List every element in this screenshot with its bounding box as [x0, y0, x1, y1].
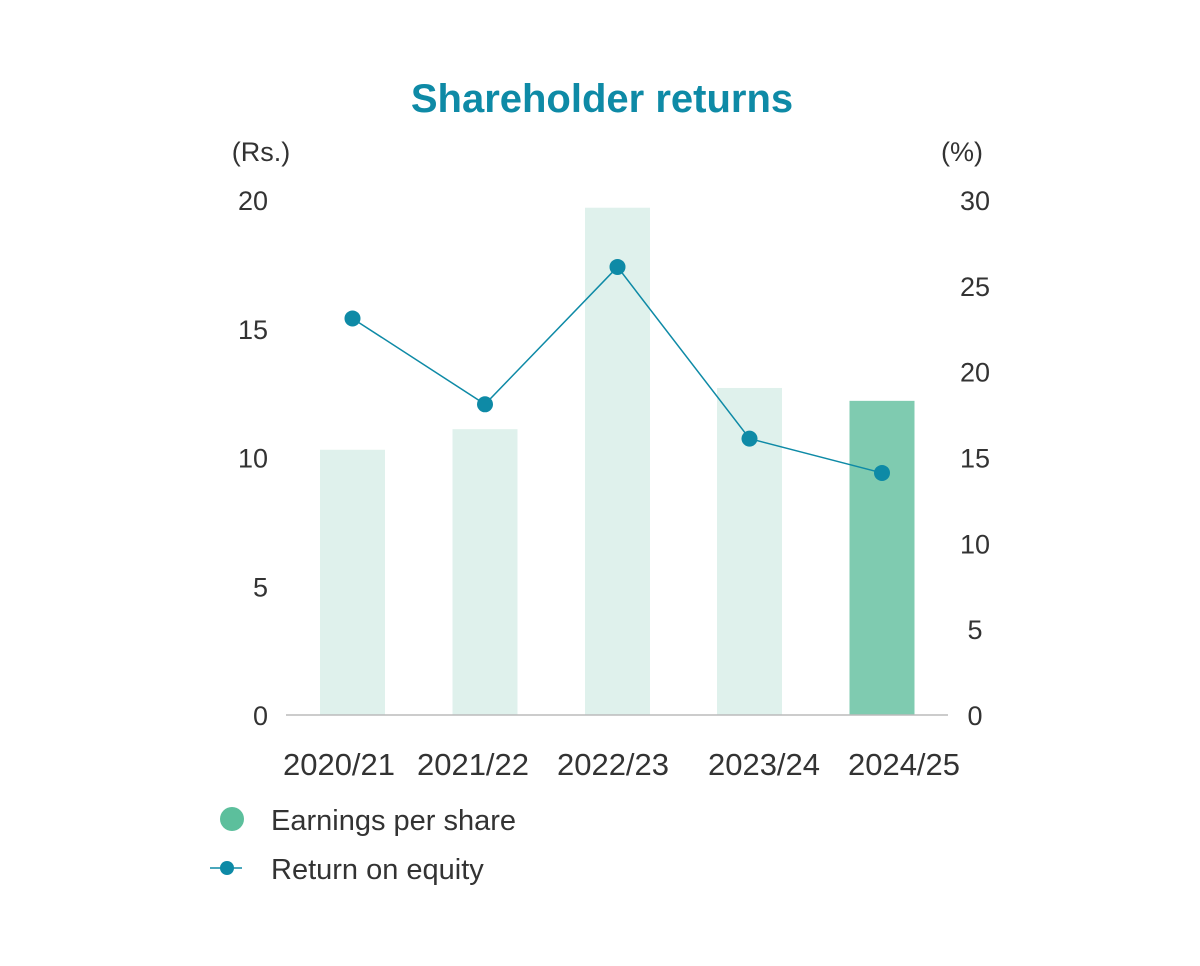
legend: Earnings per share Return on equity	[210, 805, 516, 886]
eps-bar-2020-21	[320, 449, 385, 715]
roe-point-2022-23	[609, 258, 626, 275]
x-tick-label: 2024/25	[848, 747, 960, 782]
roe-point-2020-21	[344, 310, 361, 327]
x-tick-label: 2021/22	[417, 747, 529, 782]
right-tick-label: 25	[960, 272, 990, 302]
left-tick-label: 10	[238, 444, 268, 474]
legend-eps-swatch	[220, 807, 244, 831]
right-tick-label: 0	[967, 701, 982, 731]
left-tick-label: 5	[253, 572, 268, 602]
right-tick-label: 20	[960, 358, 990, 388]
legend-roe-label: Return on equity	[271, 854, 484, 886]
legend-roe-marker	[220, 861, 234, 875]
left-axis-unit: (Rs.)	[232, 137, 290, 167]
left-axis-ticks: 0 5 10 15 20	[238, 186, 268, 731]
eps-bar-2024-25	[849, 400, 915, 715]
eps-bar-2021-22	[452, 429, 518, 715]
x-tick-label: 2020/21	[283, 747, 395, 782]
chart-title: Shareholder returns	[411, 77, 793, 121]
left-tick-label: 15	[238, 315, 268, 345]
x-tick-label: 2022/23	[557, 747, 669, 782]
eps-bar-2022-23	[585, 207, 650, 715]
roe-point-2023-24	[741, 430, 758, 447]
roe-point-2024-25	[874, 464, 890, 481]
right-tick-label: 5	[967, 615, 982, 645]
legend-eps-label: Earnings per share	[271, 805, 516, 837]
roe-point-2021-22	[477, 396, 493, 413]
right-tick-label: 10	[960, 529, 990, 559]
eps-bars	[320, 207, 915, 715]
left-tick-label: 20	[238, 186, 268, 216]
x-tick-label: 2023/24	[708, 747, 820, 782]
right-axis-ticks: 0 5 10 15 20 25 30	[960, 186, 990, 731]
right-tick-label: 15	[960, 444, 990, 474]
right-tick-label: 30	[960, 186, 990, 216]
left-tick-label: 0	[253, 701, 268, 731]
x-axis-labels: 2020/21 2021/22 2022/23 2023/24 2024/25	[283, 747, 960, 782]
roe-series	[344, 258, 890, 481]
right-axis-unit: (%)	[941, 137, 983, 167]
